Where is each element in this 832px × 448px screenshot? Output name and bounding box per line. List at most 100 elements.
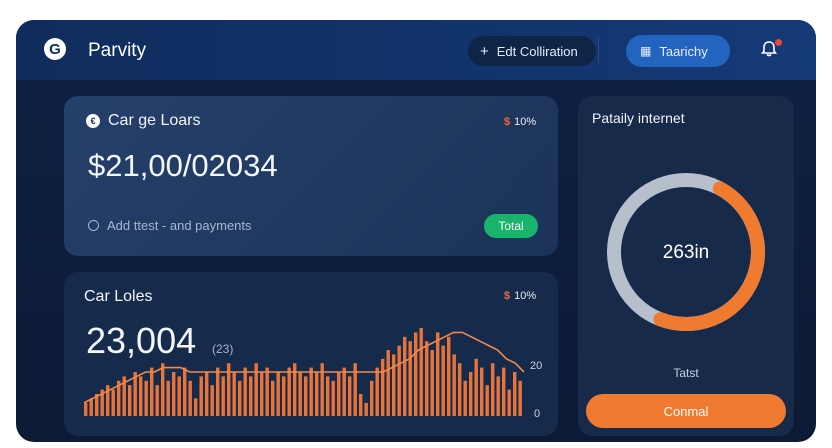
chart-bar [265,367,269,416]
app-logo-icon: G [44,38,66,60]
chart-bar [392,354,396,416]
chart-bar [100,389,104,416]
chart-bar [183,367,187,416]
loans-percent-value: 10% [514,116,537,128]
chart-bar [452,354,456,416]
plus-icon: + [480,42,489,60]
chart-bar [375,367,379,416]
top-header: G Parvity + Edt Colliration ▦ Taarichy [16,20,816,80]
chart-bar [177,376,181,416]
chart-bar [518,380,522,416]
chart-bar [480,367,484,416]
notification-icon[interactable] [760,39,782,60]
chart-bar [507,389,511,416]
chart-bar [320,363,324,416]
chart-bar [441,345,445,416]
chart-bar [194,398,198,416]
add-payments-option[interactable]: Add ttest - and payments [88,218,252,233]
edit-calibration-button[interactable]: + Edt Colliration [468,36,596,66]
chart-bar [199,376,203,416]
chart-bar [144,380,148,416]
chart-bar [232,372,236,416]
chart-bar [89,398,93,416]
tab-button[interactable]: ▦ Taarichy [626,35,730,67]
chart-bar [359,394,363,416]
chart-bar [419,328,423,416]
chart-bar [298,372,302,416]
chart-bar [331,380,335,416]
app-title: Parvity [88,40,147,61]
donut-center-value: 263in [662,242,710,263]
sales-value: 23,004 [86,320,197,361]
chart-bar [155,385,159,416]
chart-bar [260,372,264,416]
chart-bar [254,363,258,416]
chart-bar [337,372,341,416]
chart-bar [111,389,115,416]
chart-bar [370,380,374,416]
edit-calibration-label: Edt Colliration [496,43,578,59]
chart-bar [491,363,495,416]
sales-flag: $ [504,290,511,302]
chart-bar [414,332,418,416]
chart-bar [188,380,192,416]
chart-bar [403,336,407,416]
sales-card: Car Loles $10% 23,004 (23) 20 0 [64,272,558,436]
chart-bar [309,367,313,416]
chart-bar [122,376,126,416]
y-axis-bottom-label: 0 [534,408,541,420]
sales-percent-value: 10% [514,290,537,302]
app-window: G Parvity + Edt Colliration ▦ Taarichy €… [16,20,816,442]
chart-bar [166,380,170,416]
chart-bar [474,358,478,416]
chart-bar [425,341,429,416]
chart-bar [205,372,209,416]
currency-icon: € [86,114,100,128]
loans-card: € Car ge Loars $10% $21,00/02034 Add tte… [64,96,558,256]
tab-button-label: Taarichy [659,43,708,59]
add-payments-label: Add ttest - and payments [107,218,252,233]
interest-card-title: Pataily internet [592,110,685,126]
grid-icon: ▦ [640,44,652,58]
bell-icon [760,41,778,57]
loans-amount: $21,00/02034 [88,148,278,183]
chart-bar [139,376,143,416]
chart-bar [216,367,220,416]
chart-bar [172,372,176,416]
loans-flag: $ [504,116,511,128]
chart-bar [210,385,214,416]
donut-label: Tatst [673,366,699,380]
chart-bar [287,367,291,416]
chart-bar [282,376,286,416]
control-button[interactable]: Conmal [586,394,786,428]
chart-bar [276,372,280,416]
chart-bar [502,367,506,416]
chart-bar [243,367,247,416]
chart-bar [381,358,385,416]
chart-bar [128,385,132,416]
chart-bar [463,380,467,416]
chart-bar [249,376,253,416]
chart-bar [304,376,308,416]
chart-bar [117,380,121,416]
chart-bar [315,372,319,416]
chart-bar [84,402,88,416]
donut-fill-arc [607,173,765,331]
sales-value-sub: (23) [212,342,234,356]
chart-bar [436,332,440,416]
chart-bar [430,350,434,416]
chart-bar [342,367,346,416]
y-axis-top-label: 20 [530,360,543,372]
chart-bar [469,372,473,416]
loans-card-title: Car ge Loars [108,112,201,129]
interest-donut-chart [607,173,765,331]
chart-bar [386,350,390,416]
chart-bar [364,402,368,416]
total-badge[interactable]: Total [484,214,538,238]
chart-bar [447,336,451,416]
chart-bar [221,376,225,416]
trend-line [83,331,525,404]
header-divider [598,38,599,64]
chart-bar [293,363,297,416]
interest-card: Pataily internet 263in Tatst Conmal [578,96,794,436]
